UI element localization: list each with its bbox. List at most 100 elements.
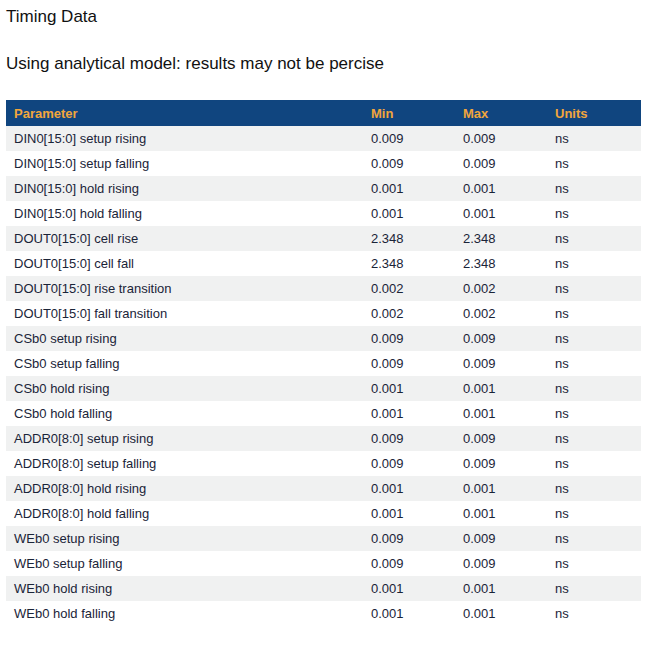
cell-parameter: ADDR0[8:0] hold falling [6, 501, 363, 526]
cell-parameter: CSb0 hold falling [6, 401, 363, 426]
cell-min: 0.001 [363, 401, 455, 426]
cell-min: 0.009 [363, 526, 455, 551]
cell-min: 0.001 [363, 576, 455, 601]
cell-units: ns [547, 251, 641, 276]
table-row: ADDR0[8:0] hold falling0.0010.001ns [6, 501, 641, 526]
cell-max: 0.001 [455, 376, 547, 401]
cell-parameter: ADDR0[8:0] setup rising [6, 426, 363, 451]
cell-parameter: WEb0 hold falling [6, 601, 363, 626]
cell-units: ns [547, 151, 641, 176]
cell-min: 2.348 [363, 251, 455, 276]
cell-min: 0.002 [363, 301, 455, 326]
cell-max: 0.001 [455, 476, 547, 501]
cell-units: ns [547, 451, 641, 476]
cell-max: 0.009 [455, 326, 547, 351]
cell-units: ns [547, 401, 641, 426]
table-row: WEb0 hold rising0.0010.001ns [6, 576, 641, 601]
column-header-min: Min [363, 100, 455, 126]
cell-max: 2.348 [455, 226, 547, 251]
cell-max: 0.001 [455, 501, 547, 526]
cell-units: ns [547, 426, 641, 451]
cell-min: 0.001 [363, 476, 455, 501]
cell-parameter: ADDR0[8:0] setup falling [6, 451, 363, 476]
table-row: DOUT0[15:0] rise transition0.0020.002ns [6, 276, 641, 301]
cell-max: 0.002 [455, 301, 547, 326]
cell-min: 0.009 [363, 151, 455, 176]
table-row: DIN0[15:0] setup rising0.0090.009ns [6, 126, 641, 151]
cell-parameter: DIN0[15:0] hold rising [6, 176, 363, 201]
cell-parameter: WEb0 setup rising [6, 526, 363, 551]
cell-max: 0.009 [455, 426, 547, 451]
cell-max: 0.002 [455, 276, 547, 301]
cell-units: ns [547, 126, 641, 151]
table-row: ADDR0[8:0] setup rising0.0090.009ns [6, 426, 641, 451]
table-row: CSb0 setup rising0.0090.009ns [6, 326, 641, 351]
cell-units: ns [547, 351, 641, 376]
table-row: CSb0 hold falling0.0010.001ns [6, 401, 641, 426]
cell-min: 0.001 [363, 201, 455, 226]
column-header-parameter: Parameter [6, 100, 363, 126]
page-subtitle: Using analytical model: results may not … [6, 53, 644, 74]
cell-max: 0.009 [455, 151, 547, 176]
cell-units: ns [547, 376, 641, 401]
cell-max: 0.001 [455, 401, 547, 426]
cell-min: 0.009 [363, 351, 455, 376]
timing-report-page: Timing Data Using analytical model: resu… [0, 7, 650, 626]
cell-units: ns [547, 526, 641, 551]
cell-parameter: DIN0[15:0] setup rising [6, 126, 363, 151]
cell-units: ns [547, 326, 641, 351]
cell-max: 2.348 [455, 251, 547, 276]
cell-min: 0.009 [363, 126, 455, 151]
table-row: DOUT0[15:0] fall transition0.0020.002ns [6, 301, 641, 326]
cell-max: 0.001 [455, 201, 547, 226]
timing-table: Parameter Min Max Units DIN0[15:0] setup… [6, 100, 641, 626]
cell-units: ns [547, 601, 641, 626]
table-row: ADDR0[8:0] setup falling0.0090.009ns [6, 451, 641, 476]
cell-parameter: ADDR0[8:0] hold rising [6, 476, 363, 501]
cell-min: 2.348 [363, 226, 455, 251]
cell-units: ns [547, 176, 641, 201]
cell-parameter: DOUT0[15:0] cell fall [6, 251, 363, 276]
cell-units: ns [547, 576, 641, 601]
cell-parameter: WEb0 setup falling [6, 551, 363, 576]
cell-parameter: CSb0 setup falling [6, 351, 363, 376]
table-row: WEb0 setup rising0.0090.009ns [6, 526, 641, 551]
table-row: DIN0[15:0] hold rising0.0010.001ns [6, 176, 641, 201]
table-row: CSb0 hold rising0.0010.001ns [6, 376, 641, 401]
cell-max: 0.009 [455, 126, 547, 151]
cell-max: 0.009 [455, 451, 547, 476]
cell-min: 0.009 [363, 426, 455, 451]
cell-max: 0.009 [455, 351, 547, 376]
table-row: WEb0 setup falling0.0090.009ns [6, 551, 641, 576]
cell-parameter: DOUT0[15:0] rise transition [6, 276, 363, 301]
cell-parameter: CSb0 setup rising [6, 326, 363, 351]
cell-max: 0.009 [455, 551, 547, 576]
cell-parameter: WEb0 hold rising [6, 576, 363, 601]
cell-parameter: CSb0 hold rising [6, 376, 363, 401]
cell-min: 0.001 [363, 501, 455, 526]
cell-units: ns [547, 226, 641, 251]
table-row: ADDR0[8:0] hold rising0.0010.001ns [6, 476, 641, 501]
cell-parameter: DIN0[15:0] setup falling [6, 151, 363, 176]
page-title: Timing Data [6, 7, 644, 27]
cell-max: 0.009 [455, 526, 547, 551]
cell-min: 0.009 [363, 326, 455, 351]
table-row: DIN0[15:0] hold falling0.0010.001ns [6, 201, 641, 226]
cell-max: 0.001 [455, 601, 547, 626]
cell-units: ns [547, 476, 641, 501]
cell-parameter: DIN0[15:0] hold falling [6, 201, 363, 226]
cell-min: 0.009 [363, 451, 455, 476]
cell-min: 0.001 [363, 601, 455, 626]
table-row: DIN0[15:0] setup falling0.0090.009ns [6, 151, 641, 176]
cell-max: 0.001 [455, 576, 547, 601]
table-row: DOUT0[15:0] cell rise2.3482.348ns [6, 226, 641, 251]
cell-units: ns [547, 301, 641, 326]
column-header-units: Units [547, 100, 641, 126]
cell-max: 0.001 [455, 176, 547, 201]
cell-units: ns [547, 551, 641, 576]
cell-min: 0.001 [363, 176, 455, 201]
column-header-max: Max [455, 100, 547, 126]
cell-units: ns [547, 501, 641, 526]
cell-min: 0.001 [363, 376, 455, 401]
cell-units: ns [547, 201, 641, 226]
